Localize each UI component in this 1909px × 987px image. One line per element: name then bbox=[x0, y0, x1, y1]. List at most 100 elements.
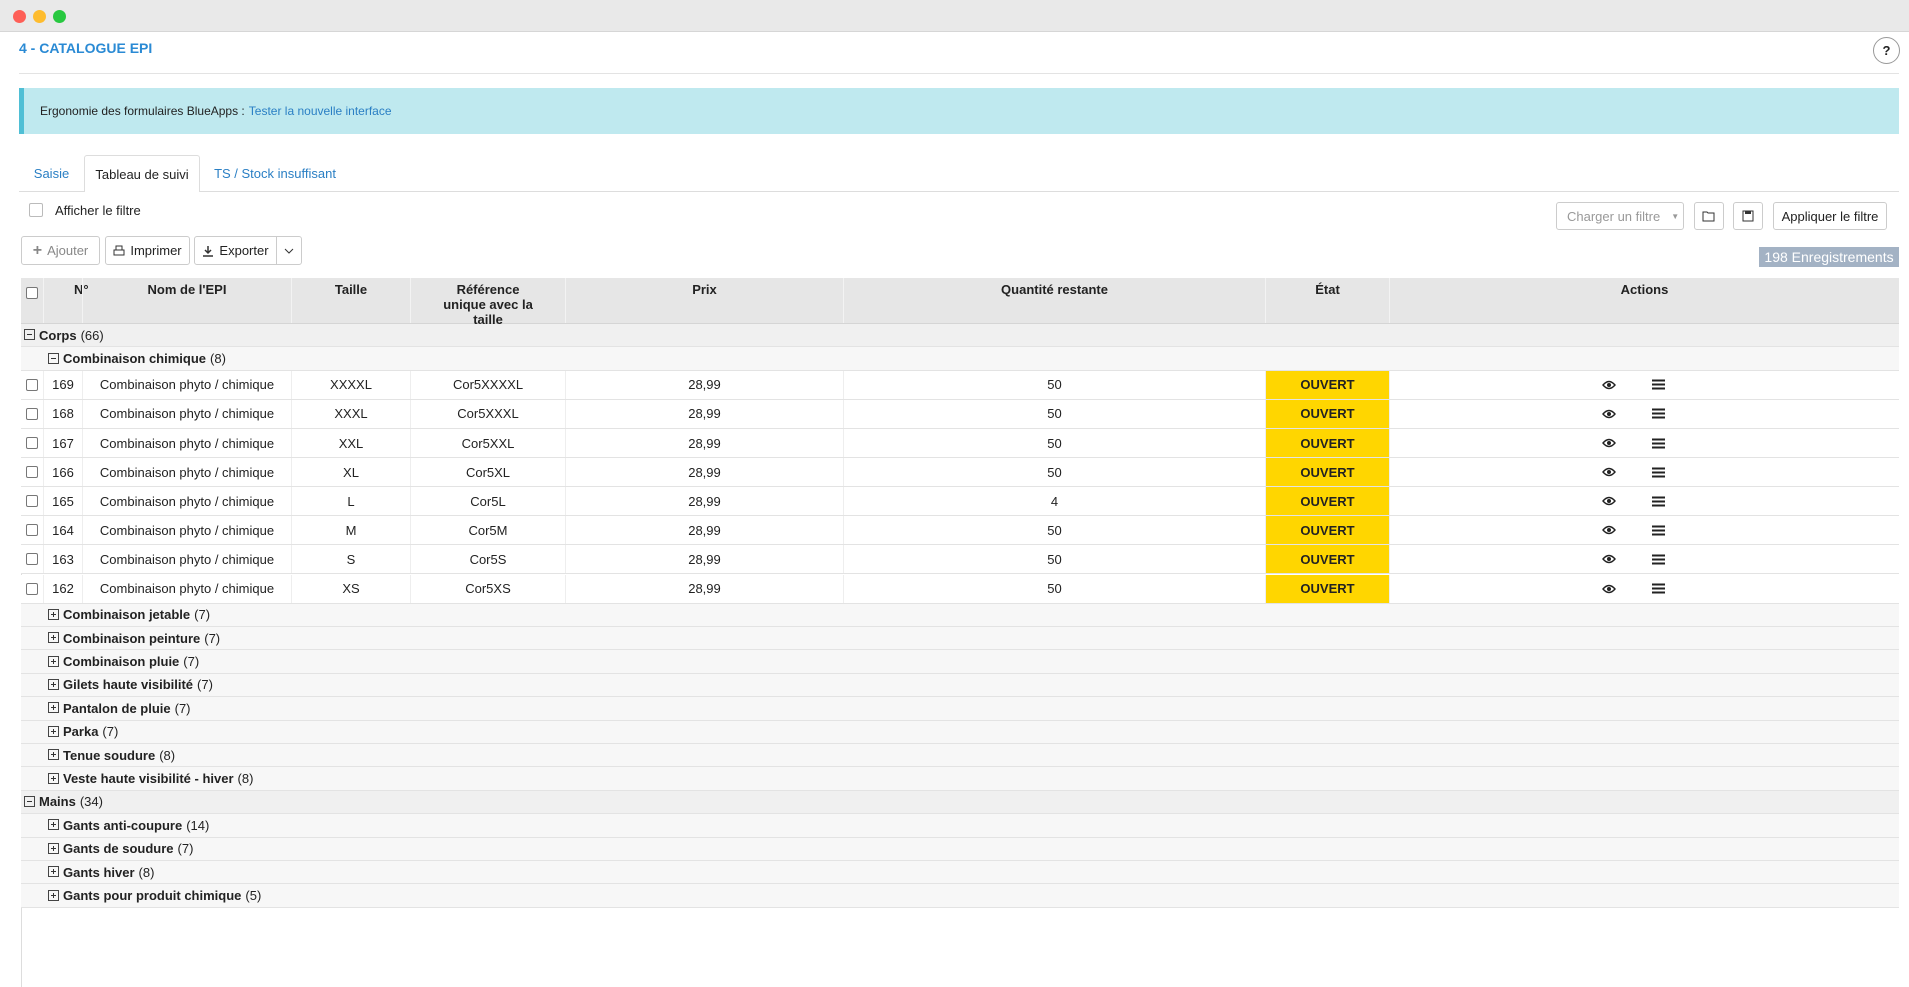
cell: 28,99 bbox=[565, 370, 843, 399]
cell: 164 bbox=[43, 516, 82, 545]
toggle-icon[interactable] bbox=[48, 655, 59, 667]
cell: Combinaison phyto / chimique bbox=[82, 487, 291, 516]
view-icon[interactable] bbox=[1602, 496, 1616, 506]
cell: 28,99 bbox=[565, 429, 843, 458]
save-filter-button[interactable] bbox=[1733, 202, 1763, 230]
view-icon[interactable] bbox=[1602, 584, 1616, 594]
cell: Cor5M bbox=[410, 516, 565, 545]
view-icon[interactable] bbox=[1602, 380, 1616, 390]
export-button[interactable]: Exporter bbox=[194, 236, 277, 265]
minimize-button[interactable] bbox=[33, 10, 46, 23]
cell: 162 bbox=[43, 574, 82, 603]
group-name: Gants de soudure bbox=[63, 841, 174, 857]
maximize-button[interactable] bbox=[53, 10, 66, 23]
group-name: Mains bbox=[39, 794, 76, 810]
view-icon[interactable] bbox=[1602, 554, 1616, 564]
cell: 169 bbox=[43, 370, 82, 399]
filter-label: Afficher le filtre bbox=[55, 203, 141, 218]
row-checkbox[interactable] bbox=[26, 524, 38, 537]
toggle-icon[interactable] bbox=[48, 632, 59, 644]
group-row: Tenue soudure (8) bbox=[21, 744, 1899, 768]
save-icon bbox=[1742, 210, 1754, 222]
group-row: Combinaison pluie (7) bbox=[21, 650, 1899, 674]
toggle-icon[interactable] bbox=[48, 889, 59, 901]
menu-icon[interactable] bbox=[1652, 525, 1665, 536]
menu-icon[interactable] bbox=[1652, 583, 1665, 594]
add-button[interactable]: + Ajouter bbox=[21, 236, 100, 265]
group-name: Pantalon de pluie bbox=[63, 700, 171, 716]
cell: Combinaison phyto / chimique bbox=[82, 545, 291, 574]
toggle-icon[interactable] bbox=[48, 352, 59, 364]
header-cell: État bbox=[1265, 278, 1389, 323]
tab[interactable]: Saisie bbox=[19, 155, 84, 191]
group-name: Gants pour produit chimique bbox=[63, 888, 242, 904]
toggle-icon[interactable] bbox=[48, 749, 59, 761]
group-count: (8) bbox=[210, 351, 226, 367]
menu-icon[interactable] bbox=[1652, 379, 1665, 390]
view-icon[interactable] bbox=[1602, 467, 1616, 477]
info-banner: Ergonomie des formulaires BlueApps : Tes… bbox=[19, 88, 1899, 134]
tab[interactable]: Tableau de suivi bbox=[84, 155, 200, 192]
load-filter-text: Charger un filtre bbox=[1567, 208, 1661, 224]
toggle-icon[interactable] bbox=[48, 725, 59, 737]
close-button[interactable] bbox=[13, 10, 26, 23]
add-text: Ajouter bbox=[47, 243, 89, 258]
group-count: (5) bbox=[245, 888, 262, 904]
tab[interactable]: TS / Stock insuffisant bbox=[200, 155, 350, 191]
view-icon[interactable] bbox=[1602, 438, 1616, 448]
row-checkbox[interactable] bbox=[26, 495, 38, 508]
row-checkbox[interactable] bbox=[26, 378, 38, 391]
cell: 50 bbox=[843, 399, 1265, 428]
menu-icon[interactable] bbox=[1652, 496, 1665, 507]
menu-icon[interactable] bbox=[1652, 438, 1665, 449]
export-dropdown[interactable] bbox=[276, 236, 302, 265]
toggle-icon[interactable] bbox=[24, 795, 35, 807]
toggle-icon[interactable] bbox=[48, 678, 59, 690]
help-button[interactable]: ? bbox=[1873, 37, 1900, 64]
banner-link[interactable]: Tester la nouvelle interface bbox=[248, 104, 392, 118]
group-row: Gants pour produit chimique (5) bbox=[21, 884, 1899, 908]
cell: Cor5XS bbox=[410, 574, 565, 603]
row-checkbox[interactable] bbox=[26, 407, 38, 420]
menu-icon[interactable] bbox=[1652, 554, 1665, 565]
menu-icon[interactable] bbox=[1652, 408, 1665, 419]
apply-filter-button[interactable]: Appliquer le filtre bbox=[1773, 202, 1887, 230]
filter-checkbox[interactable] bbox=[29, 203, 43, 217]
cell: 163 bbox=[43, 545, 82, 574]
cell: 4 bbox=[843, 487, 1265, 516]
view-icon[interactable] bbox=[1602, 525, 1616, 535]
toggle-icon[interactable] bbox=[24, 329, 35, 341]
print-button[interactable]: Imprimer bbox=[105, 236, 190, 265]
cell bbox=[21, 429, 43, 457]
menu-icon[interactable] bbox=[1652, 467, 1665, 478]
cell: 50 bbox=[843, 574, 1265, 603]
cell: XS bbox=[291, 574, 410, 603]
open-filter-button[interactable] bbox=[1694, 202, 1724, 230]
load-filter-select[interactable]: Charger un filtre ▼ bbox=[1556, 202, 1684, 230]
group-count: (14) bbox=[186, 817, 210, 833]
cell: Cor5XXXXL bbox=[410, 370, 565, 399]
row-checkbox[interactable] bbox=[26, 437, 38, 450]
row-checkbox[interactable] bbox=[26, 553, 38, 566]
toggle-icon[interactable] bbox=[48, 842, 59, 854]
toggle-icon[interactable] bbox=[48, 819, 59, 831]
tabs-line bbox=[19, 191, 1899, 192]
cell: 165 bbox=[43, 487, 82, 516]
row-checkbox[interactable] bbox=[26, 466, 38, 479]
cell: 28,99 bbox=[565, 545, 843, 574]
view-icon[interactable] bbox=[1602, 409, 1616, 419]
toggle-icon[interactable] bbox=[48, 866, 59, 878]
status-badge: OUVERT bbox=[1265, 370, 1389, 399]
group-label: Combinaison pluie (7) bbox=[63, 650, 199, 672]
print-icon bbox=[113, 245, 125, 255]
group-name: Gilets haute visibilité bbox=[63, 677, 194, 693]
divider bbox=[19, 73, 1899, 74]
data-row: 165 Combinaison phyto / chimique L Cor5L 28,… bbox=[21, 487, 1899, 517]
row-checkbox[interactable] bbox=[26, 582, 38, 595]
toggle-icon[interactable] bbox=[48, 608, 59, 620]
cell: 50 bbox=[843, 516, 1265, 545]
cell: Cor5XXL bbox=[410, 429, 565, 458]
toggle-icon[interactable] bbox=[48, 702, 59, 714]
select-all-checkbox[interactable] bbox=[26, 287, 38, 299]
toggle-icon[interactable] bbox=[48, 772, 59, 784]
